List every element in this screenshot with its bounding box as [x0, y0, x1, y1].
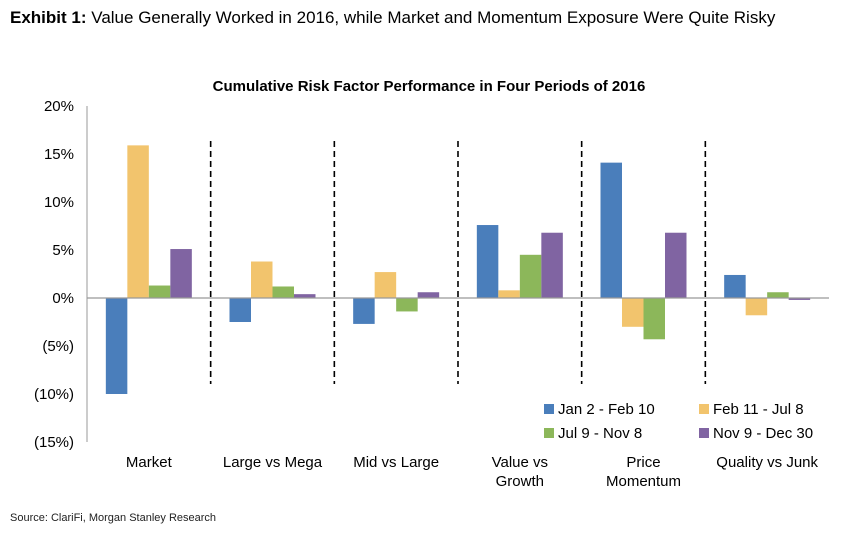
- bar: [396, 298, 418, 312]
- bar: [643, 298, 665, 340]
- bar: [229, 298, 251, 322]
- bar: [476, 225, 499, 298]
- bar: [767, 292, 789, 298]
- bar: [519, 254, 542, 298]
- y-tick-label: (10%): [34, 386, 74, 403]
- legend-swatch: [699, 428, 709, 438]
- chart-title: Cumulative Risk Factor Performance in Fo…: [213, 78, 646, 95]
- x-category-label: Momentum: [606, 473, 681, 490]
- bar: [105, 298, 128, 394]
- x-category-label: Large vs Mega: [223, 454, 323, 471]
- bar: [251, 261, 273, 298]
- exhibit-heading: Exhibit 1: Value Generally Worked in 201…: [10, 6, 830, 30]
- bar: [600, 162, 622, 298]
- x-category-label: Market: [126, 454, 173, 471]
- legend-label: Feb 11 - Jul 8: [713, 401, 804, 418]
- y-tick-label: (5%): [42, 338, 74, 355]
- legend-swatch: [544, 428, 554, 438]
- x-category-label: Value vs: [492, 454, 548, 471]
- bar: [498, 290, 520, 298]
- legend-label: Nov 9 - Dec 30: [713, 425, 813, 442]
- bar: [417, 292, 440, 298]
- bar: [353, 298, 375, 324]
- bar: [541, 232, 563, 298]
- x-category-label: Quality vs Junk: [716, 454, 818, 471]
- bar: [127, 145, 149, 298]
- legend-label: Jul 9 - Nov 8: [558, 425, 642, 442]
- legend-swatch: [544, 404, 554, 414]
- bar: [272, 286, 294, 298]
- bar: [745, 298, 768, 316]
- x-category-label: Price: [626, 454, 660, 471]
- bar: [294, 294, 316, 298]
- x-category-label: Mid vs Large: [353, 454, 439, 471]
- y-tick-label: 0%: [52, 290, 74, 307]
- bar: [788, 298, 811, 300]
- y-tick-label: 10%: [44, 194, 74, 211]
- source-note: Source: ClariFi, Morgan Stanley Research: [10, 512, 217, 524]
- y-tick-label: 15%: [44, 146, 74, 163]
- y-tick-label: (15%): [34, 434, 74, 451]
- bar: [622, 298, 644, 327]
- bar: [374, 272, 397, 298]
- x-category-label: Growth: [496, 473, 544, 490]
- y-tick-label: 20%: [44, 98, 74, 115]
- y-tick-label: 5%: [52, 242, 74, 259]
- bar: [665, 232, 687, 298]
- bar: [170, 249, 192, 298]
- bar: [724, 274, 746, 298]
- exhibit-title: Value Generally Worked in 2016, while Ma…: [91, 8, 776, 27]
- bar: [148, 285, 171, 298]
- legend-label: Jan 2 - Feb 10: [558, 401, 655, 418]
- legend-swatch: [699, 404, 709, 414]
- exhibit-label: Exhibit 1:: [10, 8, 87, 27]
